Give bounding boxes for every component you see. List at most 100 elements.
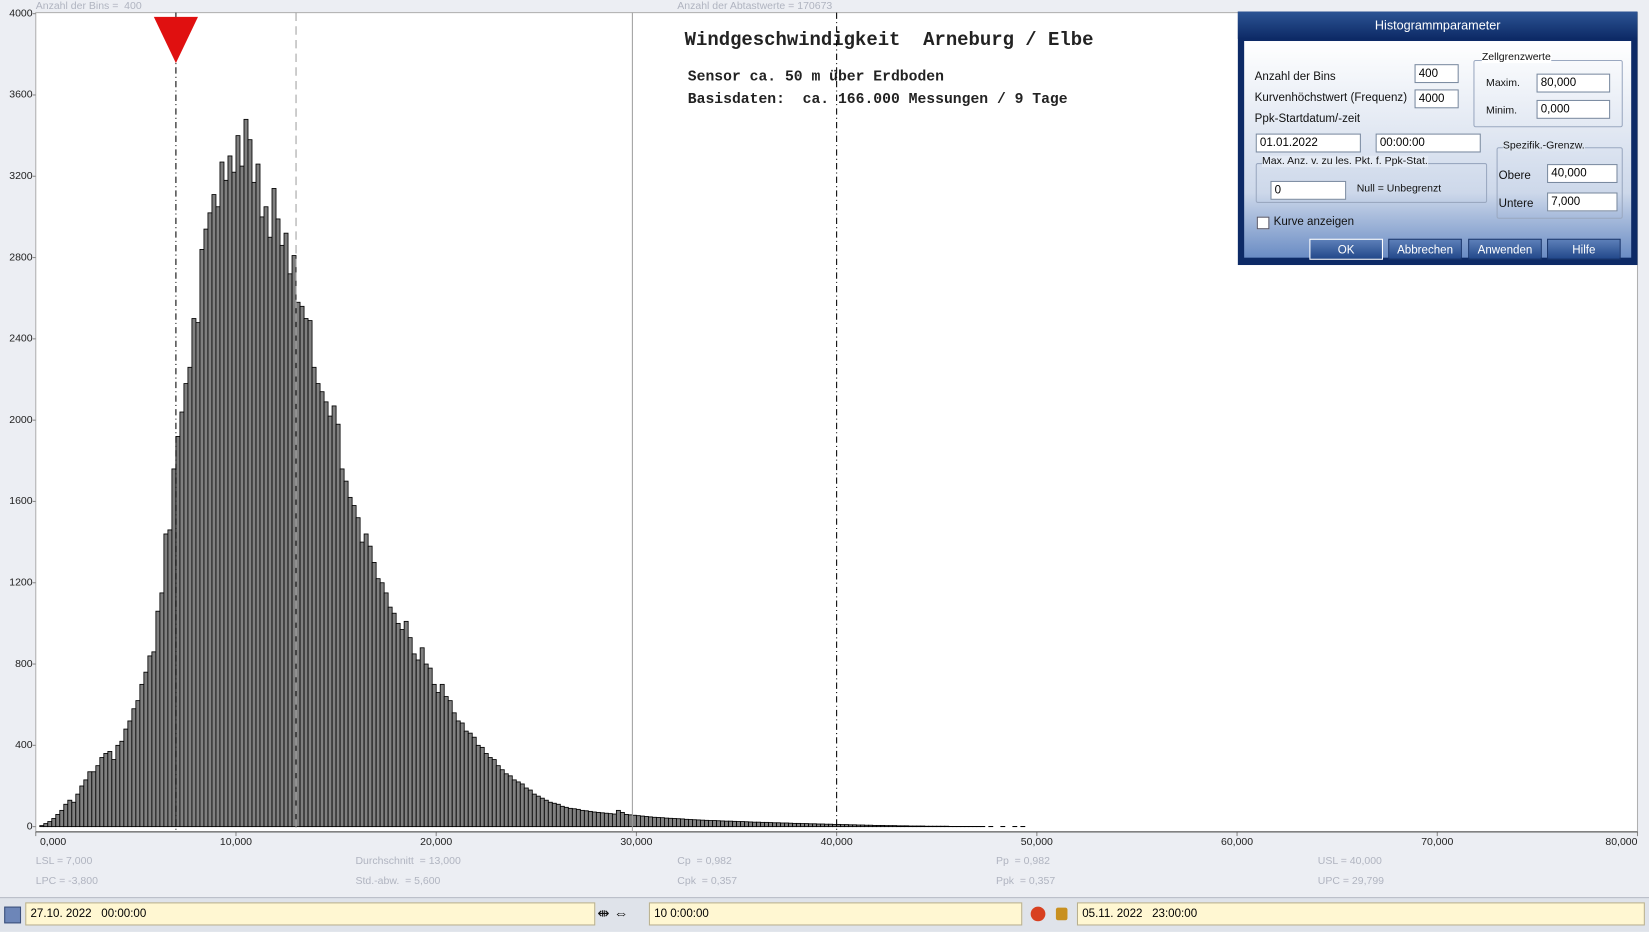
- bar: [428, 668, 432, 827]
- bar: [448, 701, 452, 827]
- y-tick-label: 400: [15, 739, 33, 751]
- bar: [140, 684, 144, 826]
- bar: [869, 825, 873, 826]
- bar: [256, 164, 260, 827]
- bar: [684, 819, 688, 826]
- button[interactable]: Hilfe: [1547, 239, 1621, 260]
- bar: [88, 772, 92, 827]
- bar: [240, 166, 244, 827]
- stat-label: Std.-abw. = 5,600: [355, 875, 440, 887]
- bar: [208, 213, 212, 827]
- bar: [809, 824, 813, 827]
- bar: [480, 747, 484, 826]
- stat-label: Cpk = 0,357: [677, 875, 737, 887]
- dialog: Histogrammparameter Anzahl der Bins 400 …: [1238, 12, 1638, 265]
- bins-count-label: Anzahl der Bins = 400: [36, 0, 142, 12]
- bar: [708, 821, 712, 827]
- input[interactable]: 0: [1270, 181, 1346, 200]
- input[interactable]: 400: [1415, 64, 1459, 83]
- bar: [168, 530, 172, 827]
- bar: [512, 780, 516, 827]
- bar: [725, 821, 729, 826]
- input[interactable]: 80,000: [1537, 74, 1611, 93]
- input[interactable]: 0,000: [1537, 100, 1611, 119]
- button[interactable]: OK: [1309, 239, 1383, 260]
- date-input[interactable]: 01.01.2022: [1256, 134, 1361, 153]
- bar: [845, 825, 849, 827]
- bar: [885, 826, 889, 827]
- bar: [172, 469, 176, 827]
- bar: [200, 249, 204, 826]
- bar: [320, 392, 324, 827]
- bar: [188, 367, 192, 826]
- input[interactable]: 7,000: [1547, 192, 1617, 211]
- button[interactable]: Anwenden: [1468, 239, 1542, 260]
- x-tick-label: 80,000: [1605, 836, 1637, 848]
- bar: [160, 593, 164, 827]
- bar: [400, 629, 404, 826]
- bar: [308, 321, 312, 827]
- bar: [773, 823, 777, 827]
- span-input[interactable]: 10 0:00:00: [649, 902, 1022, 925]
- input[interactable]: 4000: [1415, 89, 1459, 108]
- input[interactable]: 40,000: [1547, 164, 1617, 183]
- bar: [356, 518, 360, 827]
- bar: [104, 753, 108, 826]
- bar: [108, 751, 112, 826]
- checkbox[interactable]: [1257, 217, 1270, 230]
- bar: [576, 809, 580, 826]
- bar: [568, 808, 572, 826]
- bar: [144, 672, 148, 826]
- y-tick-label: 3200: [9, 170, 33, 182]
- y-tick-label: 4000: [9, 7, 33, 19]
- dialog-title: Histogrammparameter: [1238, 12, 1638, 39]
- bar: [588, 811, 592, 826]
- stat-label: Ppk = 0,357: [996, 875, 1055, 887]
- stat-label: Durchschnitt = 13,000: [355, 855, 461, 867]
- bar: [212, 195, 216, 827]
- start-datetime[interactable]: 27.10. 2022 00:00:00: [25, 902, 595, 925]
- calendar-icon[interactable]: [4, 907, 21, 924]
- end-datetime[interactable]: 05.11. 2022 23:00:00: [1077, 902, 1645, 925]
- bar: [861, 825, 865, 827]
- bar: [841, 825, 845, 827]
- x-tick-label: 50,000: [1021, 836, 1053, 848]
- bar: [412, 654, 416, 827]
- button[interactable]: Abbrechen: [1388, 239, 1462, 260]
- bar: [156, 611, 160, 826]
- bar: [769, 823, 773, 827]
- bar: [396, 623, 400, 826]
- x-tick-label: 40,000: [821, 836, 853, 848]
- bar: [696, 820, 700, 827]
- bar: [765, 822, 769, 826]
- bar: [785, 823, 789, 827]
- bar: [572, 809, 576, 827]
- bar: [440, 684, 444, 826]
- bar: [881, 825, 885, 826]
- nav-buttons[interactable]: ⇼ ⇔: [597, 904, 628, 922]
- bar: [592, 812, 596, 827]
- bar: [352, 506, 356, 827]
- bar: [917, 826, 921, 827]
- bar: [276, 219, 280, 827]
- checkbox-label: Kurve anzeigen: [1274, 216, 1354, 229]
- bar: [849, 825, 853, 827]
- bar: [72, 802, 76, 826]
- bar: [316, 384, 320, 827]
- bar: [737, 822, 741, 827]
- bar: [520, 784, 524, 827]
- bar: [492, 760, 496, 827]
- time-input[interactable]: 00:00:00: [1376, 134, 1481, 153]
- bar: [468, 733, 472, 826]
- bar: [436, 692, 440, 826]
- bar: [729, 821, 733, 826]
- bar: [857, 825, 861, 827]
- bar: [92, 772, 96, 827]
- clock-icon[interactable]: [1031, 907, 1046, 922]
- lock-icon[interactable]: [1056, 908, 1068, 921]
- bar: [284, 233, 288, 826]
- bar: [600, 813, 604, 827]
- bar: [464, 731, 468, 827]
